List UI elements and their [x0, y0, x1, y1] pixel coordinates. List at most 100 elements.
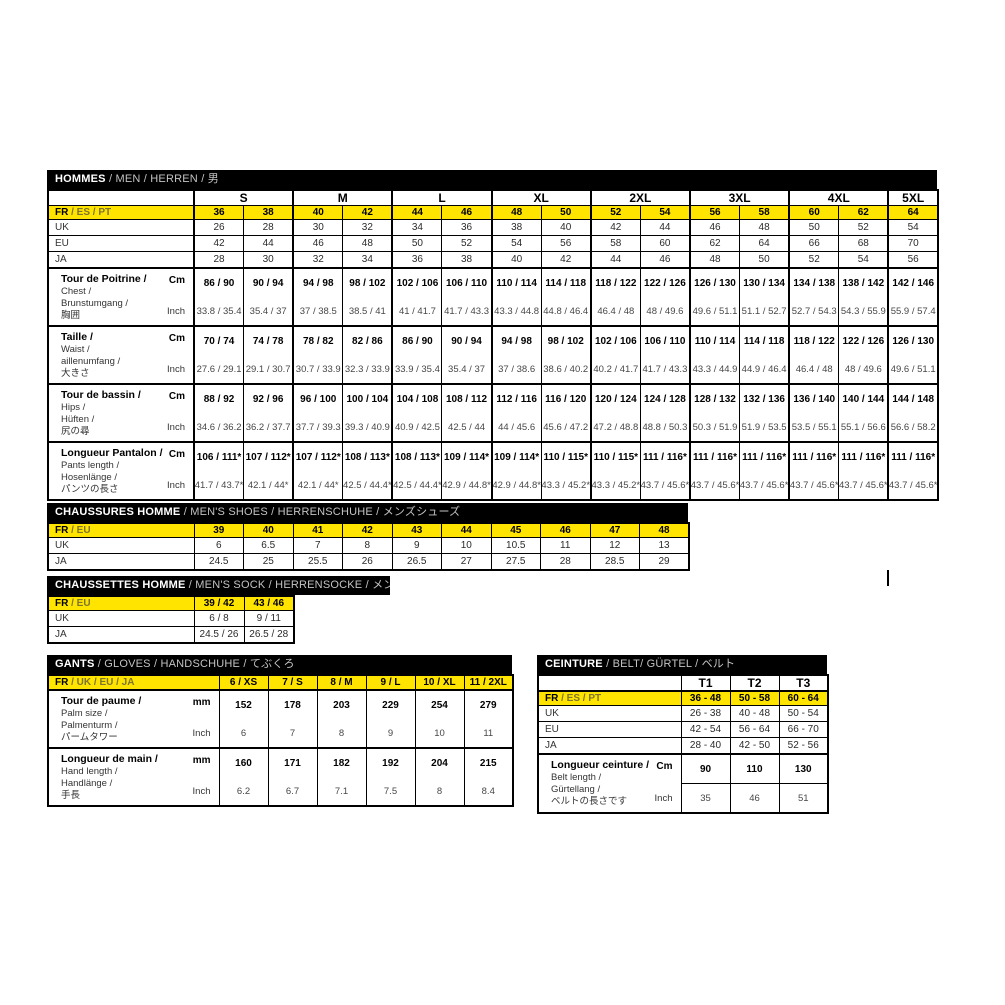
cm-value: 110 / 115*	[593, 452, 639, 463]
inch-value: 47.2 / 48.8	[593, 422, 639, 433]
size-value-cell: 6 / 8	[193, 610, 245, 627]
size-value-cell: 27	[441, 553, 492, 571]
measurement-value-cell: 118 / 122 46.4 / 48	[788, 325, 840, 385]
shoes-header-bar: CHAUSSURES HOMME / MEN'S SHOES / HERRENS…	[47, 503, 688, 522]
belt-size-spacer	[537, 674, 682, 692]
shoes-title: CHAUSSURES HOMME	[55, 506, 181, 518]
measurement-label-lines: Longueur Pantalon / Pants length / Hosenlä…	[61, 447, 163, 495]
cm-value: 90 / 94	[252, 278, 284, 289]
inch-value: 56.6 / 58.2	[890, 422, 936, 433]
size-value-cell: 26.5 / 28	[243, 626, 295, 644]
measurement-value-cell: 106 / 110 41.7 / 43.3	[639, 325, 691, 385]
measurement-row-label: Tour de paume / Palm size / Palmenturm / パー…	[47, 689, 220, 749]
size-value-cell: 28	[193, 251, 245, 269]
measurement-value-cell: 122 / 126 48 / 49.6	[838, 325, 889, 385]
measurement-value-cell: 112 / 116 44 / 45.6	[490, 383, 542, 443]
inch-value: 46	[731, 783, 778, 812]
cm-value: 126 / 130	[694, 278, 736, 289]
inch-value: 51.9 / 53.5	[741, 422, 787, 433]
region-label-secondary: / ES / PT	[558, 693, 602, 704]
inch-value: 8.4	[481, 786, 495, 797]
inch-value: 32.3 / 33.9	[344, 364, 390, 375]
measurement-value-cell: 124 / 128 48.8 / 50.3	[639, 383, 691, 443]
size-value-cell: 50	[391, 235, 443, 252]
cm-value: 111 / 116*	[841, 452, 886, 463]
region-label-secondary: / EU	[68, 525, 91, 536]
region-row-label: EU	[47, 235, 195, 252]
size-value-cell: 62	[838, 205, 889, 220]
size-value-cell: 40	[243, 522, 294, 538]
cm-value: 78 / 82	[302, 336, 334, 347]
size-value-cell: 52	[788, 251, 840, 269]
size-value-cell: 44	[391, 205, 443, 220]
measurement-value-cell: 144 / 148 56.6 / 58.2	[887, 383, 939, 443]
inch-value: 43.7 / 45.6*	[789, 480, 839, 491]
cm-value: 100 / 104	[346, 394, 389, 405]
inch-value: 35	[682, 783, 729, 812]
size-value-cell: 11 / 2XL	[463, 674, 514, 691]
inch-value: 33.9 / 35.4	[394, 364, 440, 375]
size-value-cell: 52	[589, 205, 641, 220]
inch-value: 38.6 / 40.2	[543, 364, 589, 375]
size-value-cell: 8 / M	[316, 674, 367, 691]
belt-title-translations: / BELT/ GÜRTEL / ベルト	[602, 658, 736, 670]
measurement-value-cell: 128 / 132 50.3 / 51.9	[688, 383, 741, 443]
stray-tick-mark	[887, 570, 889, 586]
measurement-row-label: Longueur de main / Hand length / Handlänge…	[47, 747, 220, 807]
size-value-cell: 54	[887, 219, 939, 236]
size-value-cell: 30	[243, 251, 294, 269]
cm-value: 111 / 116*	[891, 452, 936, 463]
size-value-cell: 56 - 64	[729, 721, 780, 738]
size-value-cell: 56	[887, 251, 939, 269]
cm-value: 138 / 142	[842, 278, 885, 289]
size-value-cell: 46	[292, 235, 344, 252]
inch-value: 42.1 / 44*	[297, 480, 339, 491]
inch-value: 35.4 / 37	[448, 364, 486, 375]
size-value-cell: 32	[292, 251, 344, 269]
inch-value: 44.8 / 46.4	[543, 306, 589, 317]
measurement-value-cell: 108 / 113* 42.5 / 44.4*	[391, 441, 443, 501]
measurement-row-label: Tour de Poitrine / Chest / Brunstumgang / 胸…	[47, 267, 195, 327]
size-value-cell: 10.5	[490, 537, 541, 554]
measurement-value-cell: 203 8	[316, 689, 367, 749]
size-value-cell: 50 - 58	[729, 690, 780, 706]
size-value-cell: 54	[490, 235, 542, 252]
cm-value: 204	[431, 758, 448, 769]
inch-value: 44.9 / 46.4	[741, 364, 787, 375]
hommes-title: HOMMES	[55, 173, 106, 185]
size-value-cell: 26.5	[391, 553, 442, 571]
cm-value: 279	[479, 700, 497, 711]
cm-value: 171	[284, 758, 301, 769]
measurement-value-cell: 134 / 138 52.7 / 54.3	[788, 267, 840, 327]
measurement-units: mm Inch	[192, 697, 211, 739]
cm-value: 254	[431, 700, 448, 711]
cm-value: 90 / 94	[451, 336, 482, 347]
size-value-cell: 34	[342, 251, 393, 269]
measurement-value-cell: 104 / 108 40.9 / 42.5	[391, 383, 443, 443]
cm-value: 122 / 126	[644, 278, 686, 289]
size-value-cell: 27.5	[490, 553, 541, 571]
cm-value: 126 / 130	[892, 336, 935, 347]
size-value-cell: 9 / L	[365, 674, 416, 691]
measurement-label-lines: Longueur de main / Hand length / Handlänge…	[61, 753, 158, 801]
size-value-cell: 45	[490, 522, 541, 538]
cm-value: 70 / 74	[203, 336, 235, 347]
inch-value: 37.7 / 39.3	[295, 422, 341, 433]
measurement-label-lines: Tour de bassin / Hips / Hüften / 尻の尋	[61, 389, 141, 437]
cm-value: 110 / 115*	[543, 452, 588, 463]
gloves-title-translations: / GLOVES / HANDSCHUHE / てぶくろ	[94, 658, 295, 670]
region-label-primary: FR	[55, 677, 69, 688]
measurement-value-cell: 110 / 114 43.3 / 44.9	[688, 325, 741, 385]
size-value-cell: 54	[838, 251, 889, 269]
measurement-value-cell: 86 / 90 33.9 / 35.4	[391, 325, 443, 385]
region-row-label: JA	[47, 251, 195, 269]
size-column-header: T3	[778, 674, 829, 692]
belt-title: CEINTURE	[545, 658, 603, 670]
measurement-row-label: Tour de bassin / Hips / Hüften / 尻の尋 Cm Inch	[47, 383, 195, 443]
size-value-cell: 64	[887, 205, 939, 220]
cm-value: 108 / 113*	[344, 452, 390, 463]
inch-value: 6.2	[236, 786, 251, 797]
inch-value: 41.7 / 43.7*	[194, 480, 244, 491]
measurement-label-lines: Taille / Waist / aillenumfang / 大きさ	[61, 331, 121, 379]
